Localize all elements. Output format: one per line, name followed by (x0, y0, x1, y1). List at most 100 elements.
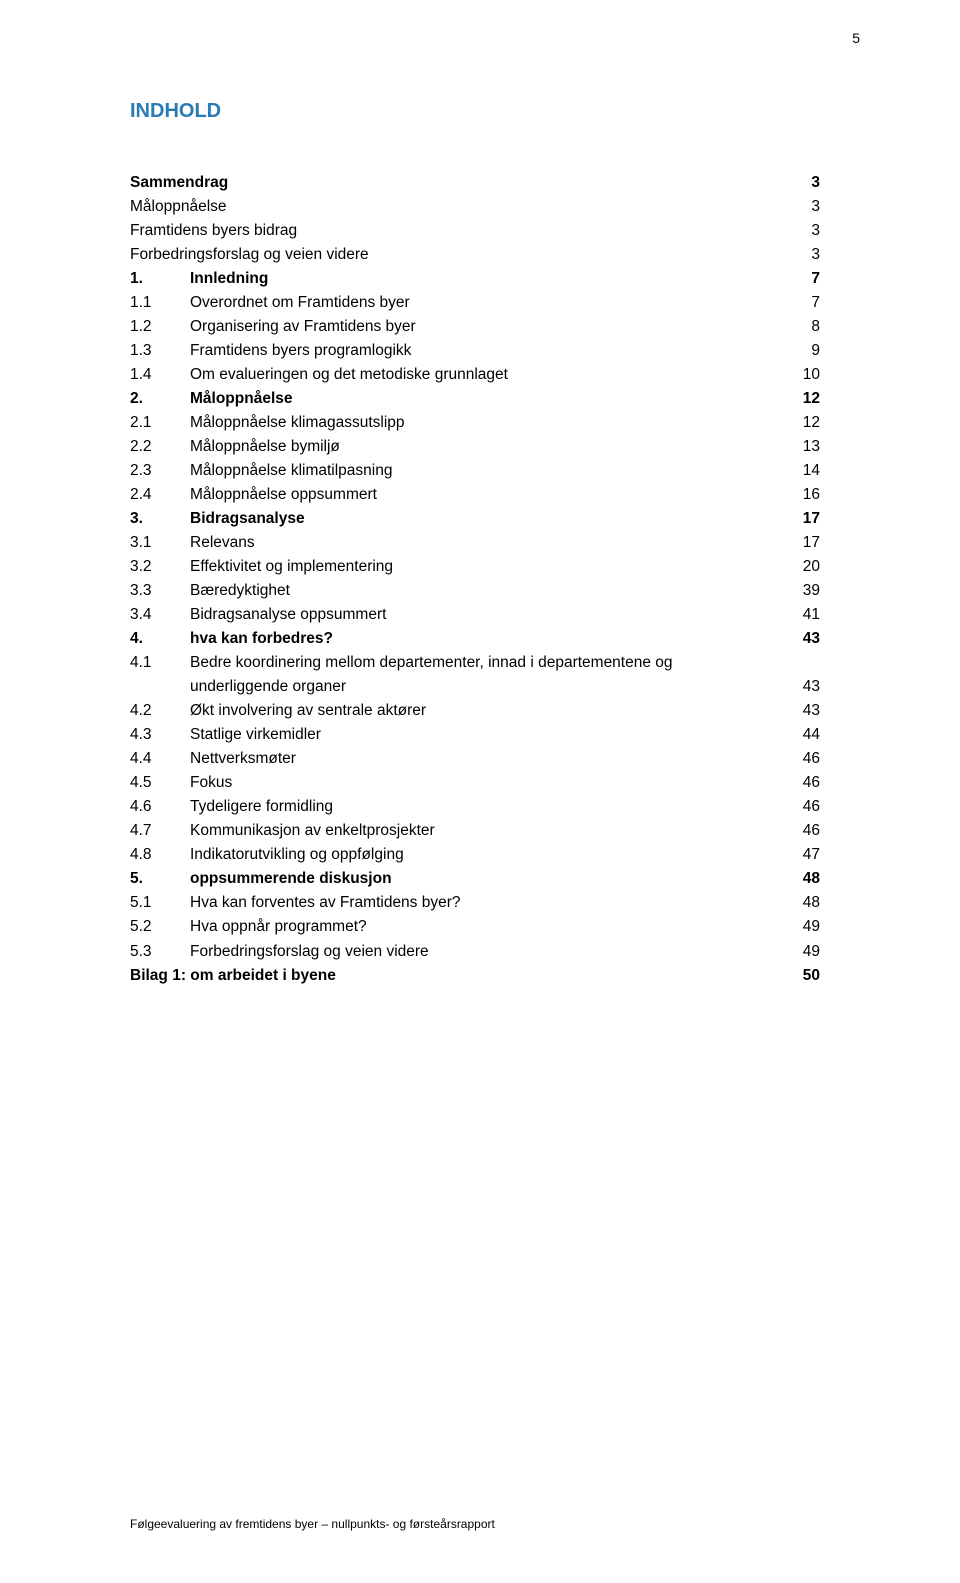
page-title: INDHOLD (130, 100, 820, 123)
toc-number: 4.4 (130, 747, 190, 771)
toc-page: 49 (783, 915, 820, 939)
toc-row: 3.3Bæredyktighet39 (130, 579, 820, 603)
toc-number: 2.1 (130, 411, 190, 435)
toc-number: 3.4 (130, 603, 190, 627)
toc-number: 4. (130, 627, 190, 651)
toc-row: 5.3Forbedringsforslag og veien videre49 (130, 940, 820, 964)
toc-label: Bidragsanalyse oppsummert (190, 603, 783, 627)
toc-page: 3 (791, 195, 820, 219)
toc-row: 1.1Overordnet om Framtidens byer7 (130, 291, 820, 315)
toc-label: Måloppnåelse klimagassutslipp (190, 411, 783, 435)
toc-row: Forbedringsforslag og veien videre3 (130, 243, 820, 267)
toc-label: Måloppnåelse klimatilpasning (190, 459, 783, 483)
toc-number: 3.2 (130, 555, 190, 579)
toc-row: 4.3Statlige virkemidler44 (130, 723, 820, 747)
toc-page: 50 (783, 964, 820, 988)
toc-label: oppsummerende diskusjon (190, 867, 783, 891)
toc-row: Måloppnåelse3 (130, 195, 820, 219)
toc-number: 2.2 (130, 435, 190, 459)
toc-number: 1.3 (130, 339, 190, 363)
toc-page (800, 651, 820, 675)
toc-label: Måloppnåelse (130, 195, 791, 219)
toc-label: Nettverksmøter (190, 747, 783, 771)
toc-page: 49 (783, 940, 820, 964)
toc-label: Kommunikasjon av enkeltprosjekter (190, 819, 783, 843)
toc-page: 44 (783, 723, 820, 747)
toc-row: 1.3Framtidens byers programlogikk9 (130, 339, 820, 363)
toc-row: 4.6Tydeligere formidling46 (130, 795, 820, 819)
toc-label: Økt involvering av sentrale aktører (190, 699, 783, 723)
toc-label: Om evalueringen og det metodiske grunnla… (190, 363, 783, 387)
toc-label: Måloppnåelse (190, 387, 783, 411)
toc-label: hva kan forbedres? (190, 627, 783, 651)
toc-row: Bilag 1: om arbeidet i byene50 (130, 964, 820, 988)
toc-label: Hva oppnår programmet? (190, 915, 783, 939)
toc-label: Statlige virkemidler (190, 723, 783, 747)
toc-row: 2.2Måloppnåelse bymiljø13 (130, 435, 820, 459)
toc-number: 4.3 (130, 723, 190, 747)
toc-row: 3.4Bidragsanalyse oppsummert41 (130, 603, 820, 627)
toc-row: 1.4Om evalueringen og det metodiske grun… (130, 363, 820, 387)
toc-row: 4.1Bedre koordinering mellom departement… (130, 651, 820, 675)
toc-label: Organisering av Framtidens byer (190, 315, 791, 339)
toc-label: Framtidens byers programlogikk (190, 339, 791, 363)
toc-row: Framtidens byers bidrag3 (130, 219, 820, 243)
toc-label: Måloppnåelse bymiljø (190, 435, 783, 459)
toc-row: 4.4Nettverksmøter46 (130, 747, 820, 771)
toc-page: 3 (791, 219, 820, 243)
toc-number: 4.1 (130, 651, 190, 675)
toc-label: Bilag 1: om arbeidet i byene (130, 964, 783, 988)
toc-number: 3.3 (130, 579, 190, 603)
toc-number: 1.4 (130, 363, 190, 387)
toc-label: Sammendrag (130, 171, 791, 195)
toc-label: Innledning (190, 267, 791, 291)
toc-number: 4.2 (130, 699, 190, 723)
toc-row: 1.Innledning7 (130, 267, 820, 291)
toc-label: Forbedringsforslag og veien videre (130, 243, 791, 267)
toc-row: 2.3Måloppnåelse klimatilpasning14 (130, 459, 820, 483)
toc-page: 7 (791, 267, 820, 291)
toc-row: 2.Måloppnåelse12 (130, 387, 820, 411)
toc-row: 4.hva kan forbedres?43 (130, 627, 820, 651)
toc-label: Overordnet om Framtidens byer (190, 291, 791, 315)
toc-page: 41 (783, 603, 820, 627)
toc-row: 4.8Indikatorutvikling og oppfølging47 (130, 843, 820, 867)
toc-page: 17 (783, 531, 820, 555)
toc-row: 3.2Effektivitet og implementering20 (130, 555, 820, 579)
toc-row: underliggende organer43 (130, 675, 820, 699)
toc-number: 3.1 (130, 531, 190, 555)
toc-row: Sammendrag3 (130, 171, 820, 195)
toc-page: 48 (783, 891, 820, 915)
toc-row: 2.1Måloppnåelse klimagassutslipp12 (130, 411, 820, 435)
toc-page: 3 (791, 243, 820, 267)
toc-number: 2.3 (130, 459, 190, 483)
toc-number: 4.8 (130, 843, 190, 867)
toc-row: 1.2Organisering av Framtidens byer8 (130, 315, 820, 339)
toc-number: 5.1 (130, 891, 190, 915)
toc-page: 10 (783, 363, 820, 387)
footer-text: Følgeevaluering av fremtidens byer – nul… (130, 1517, 495, 1531)
toc-page: 3 (791, 171, 820, 195)
toc-label: Framtidens byers bidrag (130, 219, 791, 243)
toc-page: 46 (783, 771, 820, 795)
toc-label: Måloppnåelse oppsummert (190, 483, 783, 507)
toc-row: 4.7Kommunikasjon av enkeltprosjekter46 (130, 819, 820, 843)
toc-label: Effektivitet og implementering (190, 555, 783, 579)
toc-page: 39 (783, 579, 820, 603)
toc-label: Tydeligere formidling (190, 795, 783, 819)
toc-row: 2.4Måloppnåelse oppsummert16 (130, 483, 820, 507)
toc-page: 14 (783, 459, 820, 483)
toc-row: 4.2Økt involvering av sentrale aktører43 (130, 699, 820, 723)
toc-label: Indikatorutvikling og oppfølging (190, 843, 783, 867)
table-of-contents: Sammendrag3Måloppnåelse3Framtidens byers… (130, 171, 820, 988)
toc-row: 3.Bidragsanalyse17 (130, 507, 820, 531)
toc-row: 5.oppsummerende diskusjon48 (130, 867, 820, 891)
toc-row: 5.2Hva oppnår programmet?49 (130, 915, 820, 939)
toc-page: 8 (791, 315, 820, 339)
toc-number: 1. (130, 267, 190, 291)
toc-page: 7 (791, 291, 820, 315)
toc-row: 5.1Hva kan forventes av Framtidens byer?… (130, 891, 820, 915)
toc-number: 1.1 (130, 291, 190, 315)
toc-label: underliggende organer (130, 675, 783, 699)
toc-label: Fokus (190, 771, 783, 795)
